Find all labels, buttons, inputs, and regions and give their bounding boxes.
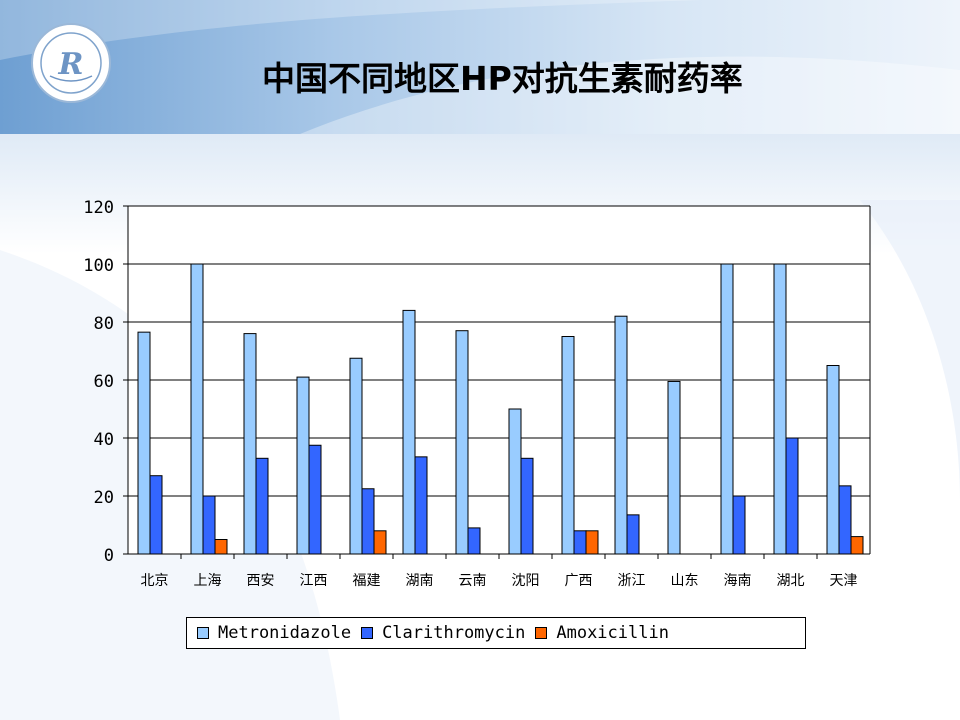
legend-label-clarithromycin: Clarithromycin — [382, 623, 526, 643]
x-tick-label: 西安 — [247, 573, 275, 589]
bar-metronidazole-13 — [826, 365, 840, 555]
bar-metronidazole-12 — [773, 263, 787, 555]
bar-metronidazole-2 — [243, 333, 257, 555]
bar-clarithromycin-5 — [414, 456, 428, 555]
bar-clarithromycin-6 — [467, 527, 481, 555]
y-tick-label: 0 — [104, 546, 114, 566]
bar-clarithromycin-1 — [202, 495, 216, 555]
x-tick-label: 湖南 — [406, 573, 434, 589]
bar-clarithromycin-11 — [732, 495, 746, 555]
y-tick-label: 80 — [94, 314, 114, 334]
bar-clarithromycin-9 — [626, 514, 640, 555]
bar-amoxicillin-8 — [585, 530, 599, 555]
x-tick-label: 北京 — [141, 573, 169, 589]
x-tick-label: 上海 — [194, 573, 222, 589]
legend-item-metronidazole: Metronidazole — [197, 623, 351, 643]
bar-metronidazole-6 — [455, 330, 469, 555]
x-tick-label: 沈阳 — [512, 573, 540, 589]
legend-swatch-amoxicillin — [535, 627, 548, 639]
y-tick-label: 40 — [94, 430, 114, 450]
svg-text:R: R — [58, 47, 84, 82]
bar-amoxicillin-13 — [850, 536, 864, 555]
bar-metronidazole-3 — [296, 376, 310, 555]
x-tick-label: 浙江 — [618, 573, 646, 589]
legend-swatch-clarithromycin — [361, 627, 374, 639]
bar-amoxicillin-1 — [214, 539, 228, 555]
bar-clarithromycin-0 — [149, 475, 163, 555]
bar-clarithromycin-13 — [838, 485, 852, 555]
page-title: 中国不同地区HP对抗生素耐药率 — [262, 59, 743, 98]
y-tick-label: 60 — [94, 372, 114, 392]
y-tick-label: 100 — [83, 256, 114, 276]
legend-swatch-metronidazole — [197, 627, 209, 639]
legend-label-amoxicillin: Amoxicillin — [556, 623, 669, 643]
x-tick-label: 山东 — [671, 573, 699, 589]
x-tick-label: 湖北 — [777, 573, 805, 589]
legend-item-clarithromycin: Clarithromycin — [361, 623, 525, 643]
bar-metronidazole-7 — [508, 408, 522, 555]
x-tick-label: 江西 — [300, 573, 328, 589]
bar-metronidazole-8 — [561, 336, 575, 555]
legend-label-metronidazole: Metronidazole — [218, 623, 352, 643]
y-tick-label: 20 — [94, 488, 114, 508]
x-tick-label: 海南 — [724, 573, 752, 589]
bar-metronidazole-5 — [402, 309, 416, 555]
bar-clarithromycin-7 — [520, 457, 534, 555]
x-tick-label: 广西 — [565, 573, 593, 589]
x-tick-label: 云南 — [459, 573, 487, 589]
bar-amoxicillin-4 — [373, 530, 387, 555]
bar-metronidazole-9 — [614, 315, 628, 555]
bar-metronidazole-4 — [349, 357, 363, 555]
bar-clarithromycin-4 — [361, 488, 375, 555]
university-logo: R — [31, 23, 111, 103]
x-tick-label: 福建 — [353, 573, 381, 589]
chart-legend: Metronidazole Clarithromycin Amoxicillin — [186, 617, 806, 649]
legend-item-amoxicillin: Amoxicillin — [535, 623, 669, 643]
bar-clarithromycin-8 — [573, 530, 587, 555]
y-tick-label: 120 — [83, 198, 114, 218]
bar-metronidazole-0 — [137, 331, 151, 555]
bar-metronidazole-11 — [720, 263, 734, 555]
bar-metronidazole-10 — [667, 380, 681, 555]
bar-clarithromycin-2 — [255, 457, 269, 555]
bar-metronidazole-1 — [190, 263, 204, 555]
x-tick-label: 天津 — [830, 573, 858, 589]
bar-clarithromycin-3 — [308, 444, 322, 555]
bar-clarithromycin-12 — [785, 437, 799, 555]
